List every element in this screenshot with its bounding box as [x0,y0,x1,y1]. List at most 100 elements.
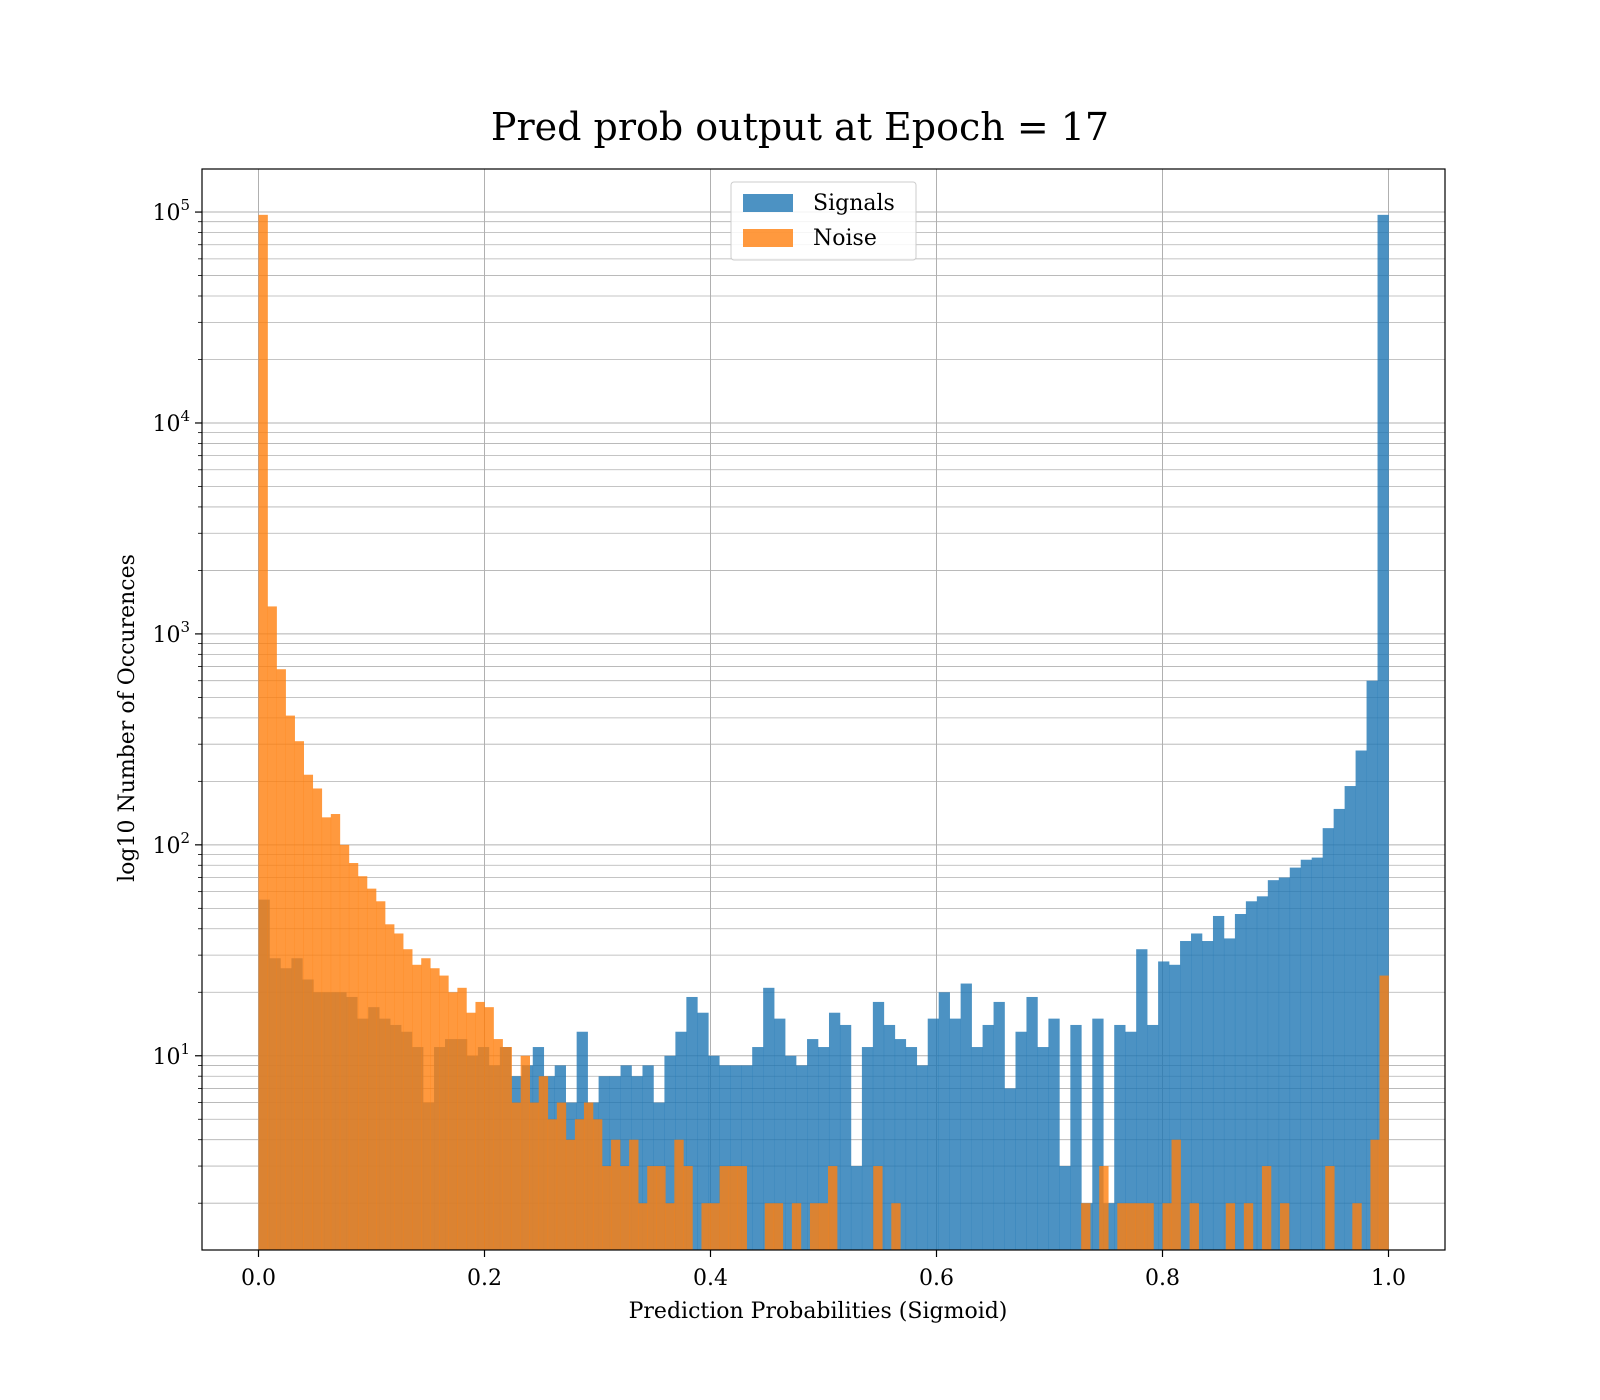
bar-signals-65 [971,1047,983,1250]
bar-signals-50 [807,1039,819,1250]
bar-noise-3 [285,715,295,1250]
y-tick-label-1: 102 [152,829,190,859]
bar-signals-60 [916,1065,929,1250]
chart-title: Pred prob output at Epoch = 17 [491,105,1109,149]
bar-signals-88 [1223,938,1236,1250]
bar-noise-123 [1370,1139,1380,1250]
bar-noise-35 [574,1119,585,1250]
x-tick-label-5: 1.0 [1371,1266,1406,1291]
bar-signals-91 [1256,896,1269,1250]
bar-signals-54 [850,1166,863,1250]
series-noise [258,214,1389,1251]
bar-noise-56 [764,1203,775,1250]
bar-signals-69 [1015,1031,1027,1250]
bar-signals-51 [818,1047,830,1250]
bar-noise-17 [412,964,422,1250]
bar-noise-118 [1325,1166,1335,1250]
bar-signals-39 [686,996,698,1250]
y-tick-label-4: 105 [152,196,190,226]
bar-signals-80 [1136,949,1148,1250]
bar-noise-28 [511,1102,521,1250]
legend-swatch-signals [743,194,793,212]
bar-signals-82 [1158,961,1170,1250]
bar-signals-99 [1344,786,1356,1250]
bar-signals-79 [1125,1031,1137,1250]
bar-noise-19 [430,968,440,1250]
bar-noise-9 [339,844,350,1250]
bar-signals-70 [1026,996,1038,1250]
legend-swatch-noise [743,229,793,247]
bar-signals-43 [730,1065,742,1250]
bar-noise-49 [701,1203,711,1250]
bar-noise-34 [565,1139,576,1250]
bar-signals-44 [741,1065,753,1250]
x-tick-label-1: 0.2 [467,1266,502,1291]
bar-noise-70 [891,1203,901,1250]
bar-noise-5 [303,774,314,1250]
bar-noise-41 [629,1139,639,1250]
bar-noise-95 [1117,1203,1127,1250]
bar-signals-55 [861,1047,874,1250]
bar-noise-50 [710,1203,720,1250]
bar-signals-47 [774,1018,786,1250]
bar-signals-45 [752,1047,764,1250]
bar-noise-21 [448,992,458,1250]
bar-signals-56 [872,1001,885,1250]
bar-signals-72 [1048,1018,1060,1250]
bar-noise-42 [638,1203,648,1250]
bar-signals-76 [1092,1018,1104,1250]
bar-noise-39 [611,1139,621,1250]
legend-label-noise: Noise [813,226,877,251]
bar-signals-31 [598,1076,610,1250]
bar-signals-96 [1311,857,1323,1250]
bar-noise-7 [321,817,332,1250]
bar-noise-31 [538,1076,549,1250]
bar-noise-62 [818,1203,829,1250]
y-tick-label-2: 103 [152,618,190,648]
bar-signals-73 [1059,1166,1071,1250]
bar-signals-97 [1322,828,1334,1250]
bar-noise-16 [403,949,413,1250]
bar-noise-107 [1225,1203,1236,1250]
bar-signals-33 [620,1065,632,1250]
bar-signals-78 [1114,1024,1126,1250]
x-tick-label-4: 0.8 [1145,1266,1180,1291]
bar-noise-40 [620,1166,630,1250]
bar-signals-86 [1201,941,1214,1250]
bar-signals-52 [828,1012,841,1250]
bar-signals-83 [1169,964,1181,1250]
legend: Signals Noise [730,181,917,261]
bar-signals-59 [905,1047,918,1250]
bar-signals-94 [1289,867,1302,1250]
bar-signals-67 [993,1001,1005,1250]
bar-noise-51 [719,1166,729,1250]
bar-noise-121 [1352,1203,1362,1250]
bar-noise-57 [773,1203,784,1250]
bar-noise-68 [873,1166,883,1250]
bar-noise-100 [1162,1203,1172,1250]
bar-noise-46 [674,1139,684,1250]
bar-noise-14 [385,924,395,1250]
bar-signals-53 [839,1024,852,1250]
bar-noise-124 [1379,975,1389,1250]
ticks: 0.0 0.2 0.4 0.6 0.8 1.0 101 102 103 104 105 [152,196,1406,1291]
bar-signals-84 [1180,941,1192,1250]
bar-signals-77 [1103,1203,1115,1250]
bar-signals-58 [894,1039,907,1250]
bar-noise-0 [258,214,268,1251]
bar-signals-81 [1147,1024,1159,1250]
bar-noise-11 [357,876,368,1250]
bar-signals-93 [1278,877,1291,1250]
bar-signals-102 [1377,214,1389,1251]
bar-noise-15 [394,933,404,1250]
x-tick-label-3: 0.6 [919,1266,954,1291]
bar-noise-25 [484,1007,494,1250]
bar-noise-109 [1243,1203,1254,1250]
bar-signals-63 [949,1018,961,1250]
bar-noise-52 [728,1166,738,1250]
bar-noise-47 [683,1166,693,1250]
bar-noise-43 [647,1166,657,1250]
x-tick-label-0: 0.0 [241,1266,276,1291]
bar-noise-93 [1099,1166,1109,1250]
bar-signals-48 [785,1055,797,1250]
